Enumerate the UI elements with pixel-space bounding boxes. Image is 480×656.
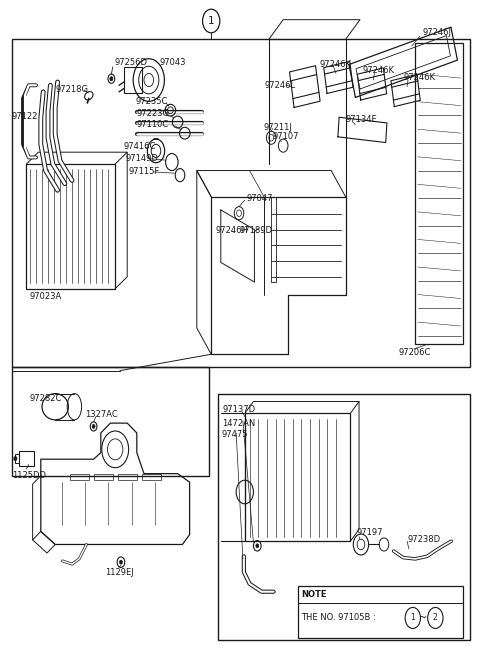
Text: 97246H: 97246H [216, 226, 249, 236]
Circle shape [92, 424, 95, 428]
Bar [12, 39, 470, 367]
Text: 97149D: 97149D [126, 154, 158, 163]
Text: 97043: 97043 [159, 58, 186, 67]
Bar [298, 586, 463, 638]
Text: 1: 1 [410, 613, 415, 623]
Text: 97137D: 97137D [222, 405, 255, 415]
Bar [19, 451, 34, 466]
Text: 97416C: 97416C [124, 142, 156, 152]
Text: 97256D: 97256D [114, 58, 147, 67]
Circle shape [110, 77, 113, 81]
Circle shape [256, 544, 259, 548]
Text: 97238D: 97238D [407, 535, 440, 544]
Circle shape [120, 560, 122, 564]
Text: 97206C: 97206C [398, 348, 431, 358]
Bar [124, 67, 142, 93]
Text: NOTE: NOTE [301, 590, 327, 599]
Text: 97246K: 97246K [320, 60, 352, 69]
Text: 97023A: 97023A [30, 292, 62, 301]
Text: 97475: 97475 [222, 430, 248, 439]
Text: ~: ~ [420, 613, 427, 623]
Text: 97282C: 97282C [30, 394, 62, 403]
Bar [118, 474, 137, 480]
Bar [70, 474, 89, 480]
Text: THE NO. 97105B :: THE NO. 97105B : [301, 613, 379, 623]
Bar [15, 454, 19, 463]
Bar [12, 367, 209, 476]
Text: 97246J: 97246J [422, 28, 451, 37]
Text: 97223G: 97223G [137, 109, 170, 118]
Bar [218, 394, 470, 640]
Text: 97189D: 97189D [239, 226, 272, 236]
Text: 97246L: 97246L [265, 81, 296, 90]
Text: 2: 2 [433, 613, 438, 623]
Text: 97211J: 97211J [263, 123, 292, 132]
Text: 1129EJ: 1129EJ [105, 567, 133, 577]
Circle shape [14, 457, 17, 461]
Text: 97047: 97047 [246, 194, 273, 203]
Text: 97107: 97107 [273, 132, 299, 141]
Text: 1472AN: 1472AN [222, 419, 255, 428]
Bar [415, 43, 463, 344]
Text: 97235C: 97235C [136, 96, 168, 106]
Text: 1125DD: 1125DD [12, 471, 46, 480]
Text: 97122: 97122 [12, 112, 38, 121]
Text: 97218G: 97218G [55, 85, 88, 94]
Text: 97246K: 97246K [403, 73, 435, 82]
Bar [94, 474, 113, 480]
Text: 97197: 97197 [356, 528, 383, 537]
Text: 1327AC: 1327AC [85, 410, 118, 419]
Text: 1: 1 [208, 16, 215, 26]
Bar [245, 413, 350, 541]
Text: 97115F: 97115F [129, 167, 160, 176]
Bar [142, 474, 161, 480]
Text: 97134E: 97134E [346, 115, 377, 124]
Text: 97246K: 97246K [363, 66, 395, 75]
Text: 97110C: 97110C [137, 120, 169, 129]
